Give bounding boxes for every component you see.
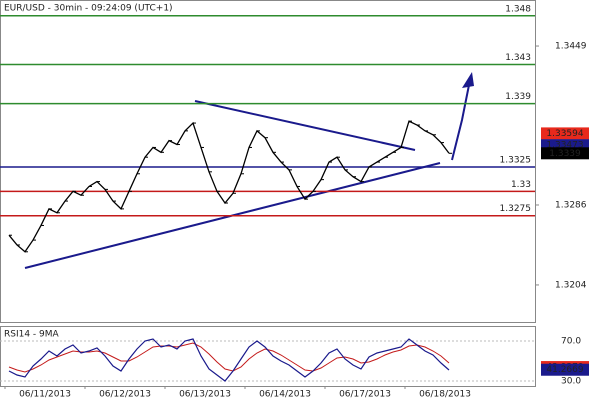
x-tick-label: 06/13/2013 xyxy=(179,390,231,400)
price-frame xyxy=(0,0,536,323)
y-tick-label: 1.3204 xyxy=(555,280,587,290)
price-line xyxy=(8,120,450,253)
level-label: 1.3275 xyxy=(500,204,532,214)
rsi-title: RSI14 - 9MA xyxy=(4,330,60,340)
x-tick-label: 06/12/2013 xyxy=(99,390,151,400)
arrow-head xyxy=(462,72,474,88)
level-label: 1.343 xyxy=(505,53,531,63)
x-tick-label: 06/17/2013 xyxy=(339,390,391,400)
level-label: 1.339 xyxy=(505,92,531,102)
rsi-ma-line xyxy=(8,342,450,373)
price-box-label: 1.3339 xyxy=(549,149,581,159)
rsi-box-label: 41.2669 xyxy=(546,365,583,375)
price-box-label: 1.33594 xyxy=(546,129,583,139)
y-tick-label: 1.3449 xyxy=(555,42,587,52)
price-box xyxy=(541,127,589,140)
price-box-label: 1.33473 xyxy=(546,141,583,151)
chart-title: EUR/USD - 30min - 09:24:09 (UTC+1) xyxy=(4,4,173,14)
x-tick-label: 06/11/2013 xyxy=(19,390,71,400)
price-box xyxy=(541,147,589,160)
y-tick-label: 1.3286 xyxy=(555,200,587,210)
level-label: 1.33 xyxy=(511,180,531,190)
level-label: 1.348 xyxy=(505,4,531,14)
rsi-tick-label: 70.0 xyxy=(561,337,581,347)
forecast-arrow xyxy=(451,79,471,161)
rsi-line xyxy=(8,338,450,382)
x-tick-label: 06/14/2013 xyxy=(259,390,311,400)
resistance-trendline xyxy=(194,100,416,151)
level-label: 1.3325 xyxy=(500,155,532,165)
x-tick-label: 06/18/2013 xyxy=(419,390,471,400)
rsi-tick-label: 30.0 xyxy=(561,377,581,387)
rsi-frame xyxy=(0,326,536,387)
rsi-box xyxy=(541,363,589,376)
